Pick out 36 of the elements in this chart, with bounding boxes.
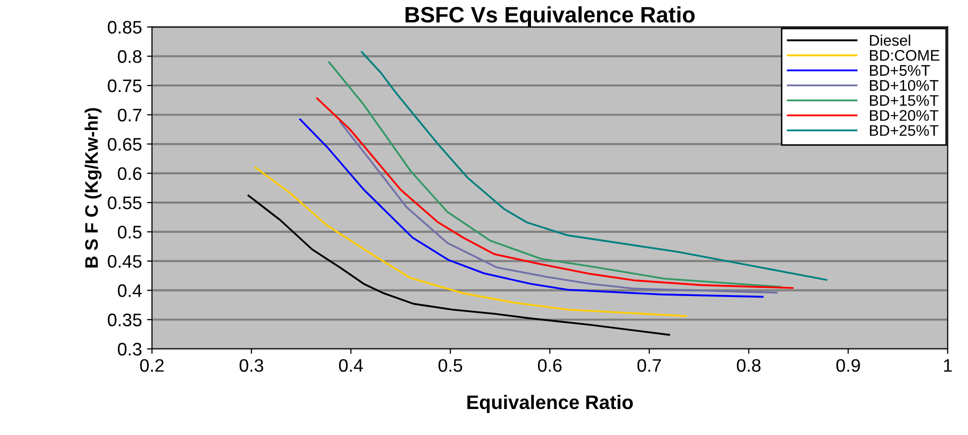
y-tick-label: 0.75 xyxy=(108,79,142,92)
x-tick-label: 0.5 xyxy=(438,359,462,372)
legend-label: BD+15%T xyxy=(870,95,938,106)
legend-label: BD+5%T xyxy=(870,65,930,76)
x-tick-label: 0.4 xyxy=(339,359,363,372)
line-series xyxy=(360,51,828,281)
y-tick-label: 0.5 xyxy=(118,226,142,239)
y-tick-label: 0.6 xyxy=(118,167,142,180)
line-series xyxy=(254,166,687,317)
legend-label: BD+25%T xyxy=(870,125,938,136)
x-tick-label: 0.2 xyxy=(140,359,164,372)
y-tick-label: 0.8 xyxy=(118,50,142,63)
x-axis-title: Equivalence Ratio xyxy=(467,394,633,413)
legend-label: BD:COME xyxy=(870,50,940,61)
y-tick-label: 0.7 xyxy=(118,108,142,122)
y-tick-label: 0.3 xyxy=(118,342,142,356)
y-tick-label: 0.85 xyxy=(108,20,142,34)
legend-label: BD+10%T xyxy=(870,80,938,91)
y-tick-label: 0.45 xyxy=(108,255,142,268)
x-tick-label: 0.3 xyxy=(240,359,264,372)
x-tick-label: 0.8 xyxy=(736,359,761,372)
line-series xyxy=(316,97,794,289)
x-tick-label: 0.9 xyxy=(836,359,860,372)
y-axis-title: B S F C (Kg/Kw-hr) xyxy=(84,108,102,268)
y-tick-label: 0.65 xyxy=(108,138,142,151)
x-tick-label: 0.7 xyxy=(637,359,661,372)
line-series xyxy=(328,61,782,288)
chart-title: BSFC Vs Equivalence Ratio xyxy=(406,6,695,27)
y-tick-label: 0.35 xyxy=(108,314,142,326)
line-series xyxy=(248,194,670,336)
x-tick-label: 1 xyxy=(944,359,952,372)
x-tick-label: 0.6 xyxy=(538,359,562,372)
legend-label: Diesel xyxy=(870,34,910,46)
y-tick-label: 0.4 xyxy=(118,284,142,298)
legend-label: BD+20%T xyxy=(870,110,938,121)
y-tick-label: 0.55 xyxy=(108,196,142,210)
